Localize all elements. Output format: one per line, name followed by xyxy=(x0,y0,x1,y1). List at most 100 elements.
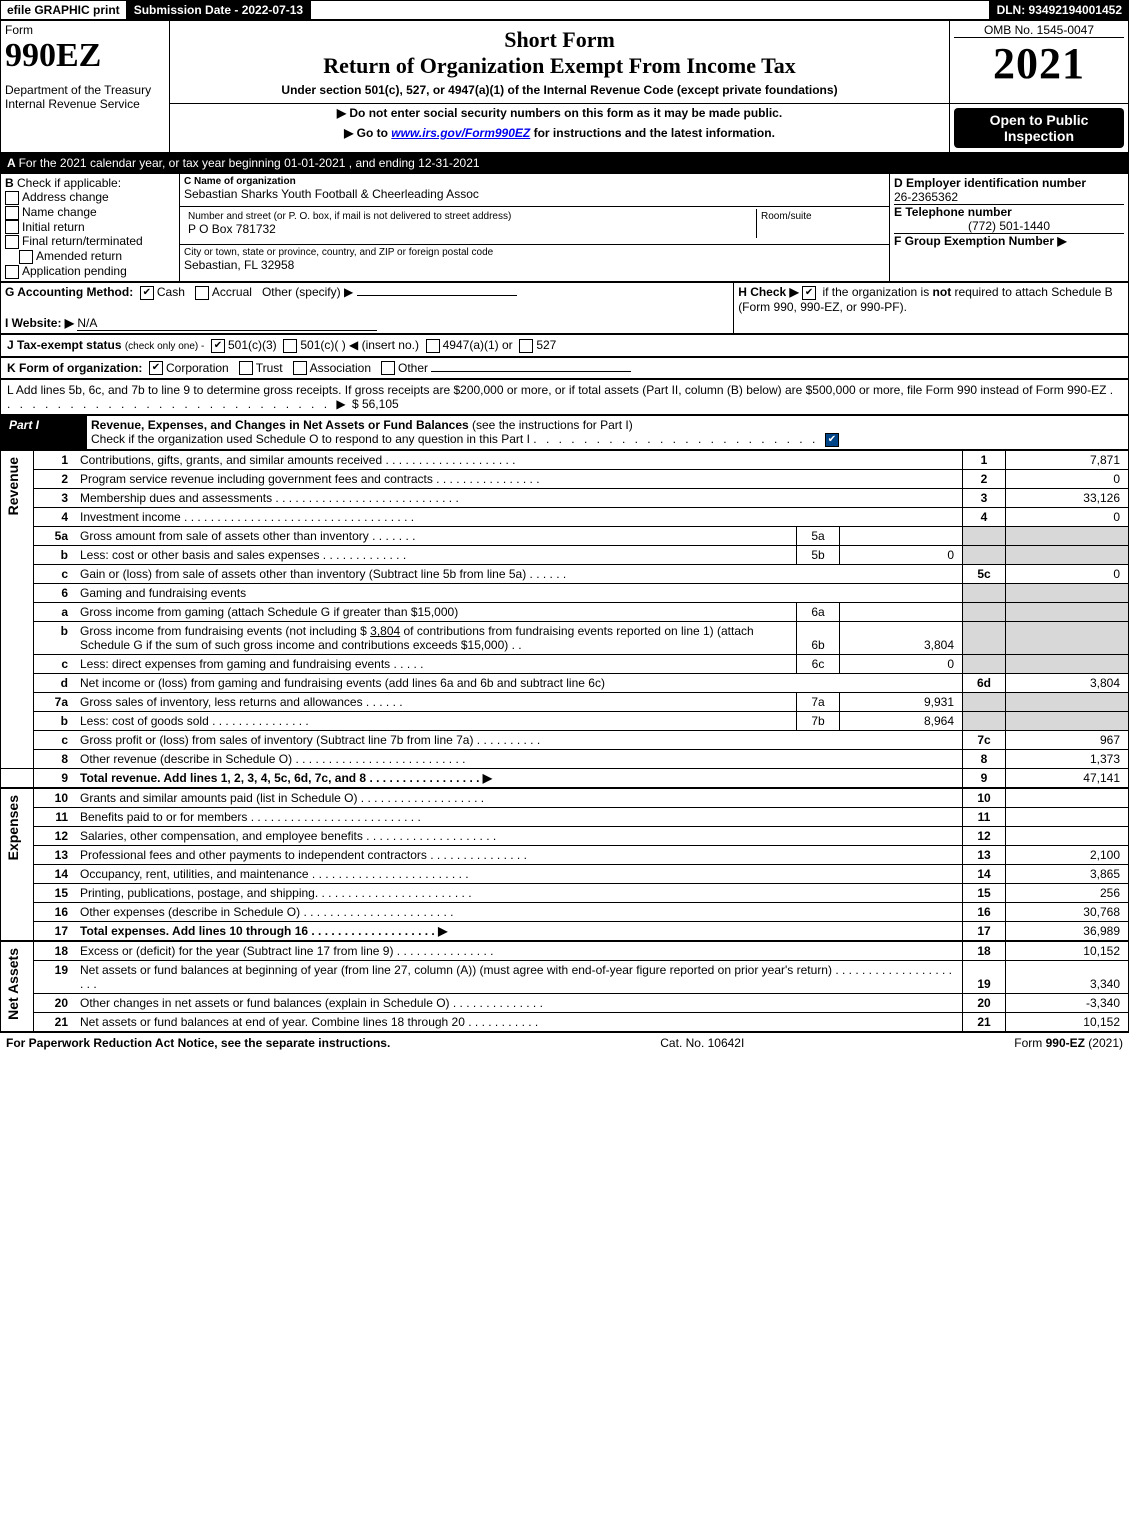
l6a-numcell xyxy=(963,603,1006,622)
l6a-amtcell xyxy=(1006,603,1129,622)
chk-initial-return[interactable] xyxy=(5,220,19,234)
l6d-idx: d xyxy=(34,674,77,693)
chk-schedule-o[interactable]: ✔ xyxy=(825,433,839,447)
l8-amt: 1,373 xyxy=(1006,750,1129,769)
j-sub: (check only one) - xyxy=(125,341,204,352)
i-label: I Website: ▶ xyxy=(5,316,74,330)
l6a-sub: 6a xyxy=(797,603,840,622)
l12-amt xyxy=(1006,827,1129,846)
l14-idx: 14 xyxy=(34,865,77,884)
chk-501c3[interactable]: ✔ xyxy=(211,339,225,353)
l9-num: 9 xyxy=(963,769,1006,789)
l2-idx: 2 xyxy=(34,470,77,489)
l20-num: 20 xyxy=(963,994,1006,1013)
section-a: A For the 2021 calendar year, or tax yea… xyxy=(0,153,1129,173)
dln: DLN: 93492194001452 xyxy=(990,0,1129,20)
l21-amt: 10,152 xyxy=(1006,1013,1129,1032)
l2-num: 2 xyxy=(963,470,1006,489)
c-name-label: C Name of organization xyxy=(184,176,885,187)
form-number: 990EZ xyxy=(5,37,165,75)
f-label: F Group Exemption Number ▶ xyxy=(894,234,1067,248)
footer-mid: Cat. No. 10642I xyxy=(660,1036,744,1050)
chk-501c[interactable] xyxy=(283,339,297,353)
chk-accrual[interactable] xyxy=(195,286,209,300)
chk-h[interactable]: ✔ xyxy=(802,286,816,300)
l4-amt: 0 xyxy=(1006,508,1129,527)
l5a-text: Gross amount from sale of assets other t… xyxy=(76,527,797,546)
l6c-amtcell xyxy=(1006,655,1129,674)
footer-right-form: 990-EZ xyxy=(1046,1036,1085,1050)
chk-app-pending[interactable] xyxy=(5,265,19,279)
l5a-numcell xyxy=(963,527,1006,546)
omb-number: OMB No. 1545-0047 xyxy=(954,23,1124,37)
tax-year: 2021 xyxy=(954,37,1124,89)
c-city-label: City or town, state or province, country… xyxy=(184,247,885,258)
l9-text: Total revenue. Add lines 1, 2, 3, 4, 5c,… xyxy=(76,769,963,789)
header-bar: efile GRAPHIC print Submission Date - 20… xyxy=(0,0,1129,20)
department: Department of the Treasury Internal Reve… xyxy=(5,83,165,111)
d-label: D Employer identification number xyxy=(894,176,1124,190)
l13-idx: 13 xyxy=(34,846,77,865)
l6d-num: 6d xyxy=(963,674,1006,693)
l6b-textcell: Gross income from fundraising events (no… xyxy=(76,622,797,655)
footer-left: For Paperwork Reduction Act Notice, see … xyxy=(6,1036,390,1050)
h-not: not xyxy=(933,285,952,299)
l20-text: Other changes in net assets or fund bala… xyxy=(76,994,963,1013)
chk-final-return[interactable] xyxy=(5,235,19,249)
l9-text-span: Total revenue. Add lines 1, 2, 3, 4, 5c,… xyxy=(80,771,492,785)
b-opt-0: Address change xyxy=(22,190,109,204)
l6-amtcell xyxy=(1006,584,1129,603)
j-label: J Tax-exempt status xyxy=(7,338,122,352)
return-title: Return of Organization Exempt From Incom… xyxy=(180,53,939,79)
l3-idx: 3 xyxy=(34,489,77,508)
k-assoc: Association xyxy=(310,361,371,375)
l19-amt: 3,340 xyxy=(1006,961,1129,994)
netassets-vlabel: Net Assets xyxy=(5,944,21,1024)
l7b-idx: b xyxy=(34,712,77,731)
c-room-label: Room/suite xyxy=(761,211,881,222)
l7c-amt: 967 xyxy=(1006,731,1129,750)
l17-text-span: Total expenses. Add lines 10 through 16 … xyxy=(80,924,447,938)
chk-cash[interactable]: ✔ xyxy=(140,286,154,300)
l7c-num: 7c xyxy=(963,731,1006,750)
chk-amended-return[interactable] xyxy=(19,250,33,264)
c-street: P O Box 781732 xyxy=(188,222,752,236)
l4-num: 4 xyxy=(963,508,1006,527)
revenue-vlabel: Revenue xyxy=(5,453,21,519)
l7a-idx: 7a xyxy=(34,693,77,712)
section-g-h-i: G Accounting Method: ✔Cash Accrual Other… xyxy=(0,282,1129,334)
l5a-sub: 5a xyxy=(797,527,840,546)
h-mid: if the organization is xyxy=(822,285,932,299)
l18-idx: 18 xyxy=(34,941,77,961)
l-amount: $ 56,105 xyxy=(352,397,399,411)
l6-numcell xyxy=(963,584,1006,603)
chk-corp[interactable]: ✔ xyxy=(149,361,163,375)
b-opt-2: Initial return xyxy=(22,220,85,234)
l1-num: 1 xyxy=(963,451,1006,470)
efile-label: efile GRAPHIC print xyxy=(0,0,127,20)
under-section: Under section 501(c), 527, or 4947(a)(1)… xyxy=(180,83,939,97)
l-text: L Add lines 5b, 6c, and 7b to line 9 to … xyxy=(7,383,1106,397)
chk-address-change[interactable] xyxy=(5,191,19,205)
chk-4947a1[interactable] xyxy=(426,339,440,353)
h-prefix: H Check ▶ xyxy=(738,285,799,299)
chk-name-change[interactable] xyxy=(5,206,19,220)
irs-link[interactable]: www.irs.gov/Form990EZ xyxy=(391,126,530,140)
part-i-label: Part I xyxy=(1,416,88,450)
l4-text: Investment income . . . . . . . . . . . … xyxy=(76,508,963,527)
l5a-idx: 5a xyxy=(34,527,77,546)
go-to-prefix: ▶ Go to xyxy=(344,126,391,140)
l17-num: 17 xyxy=(963,922,1006,942)
l16-idx: 16 xyxy=(34,903,77,922)
l6c-sub: 6c xyxy=(797,655,840,674)
e-value: (772) 501-1440 xyxy=(894,219,1124,233)
l3-amt: 33,126 xyxy=(1006,489,1129,508)
header-spacer xyxy=(310,0,989,20)
chk-other-org[interactable] xyxy=(381,361,395,375)
l1-idx: 1 xyxy=(34,451,77,470)
l17-text: Total expenses. Add lines 10 through 16 … xyxy=(76,922,963,942)
chk-527[interactable] xyxy=(519,339,533,353)
footer-right-suffix: (2021) xyxy=(1085,1036,1123,1050)
chk-trust[interactable] xyxy=(239,361,253,375)
chk-assoc[interactable] xyxy=(293,361,307,375)
